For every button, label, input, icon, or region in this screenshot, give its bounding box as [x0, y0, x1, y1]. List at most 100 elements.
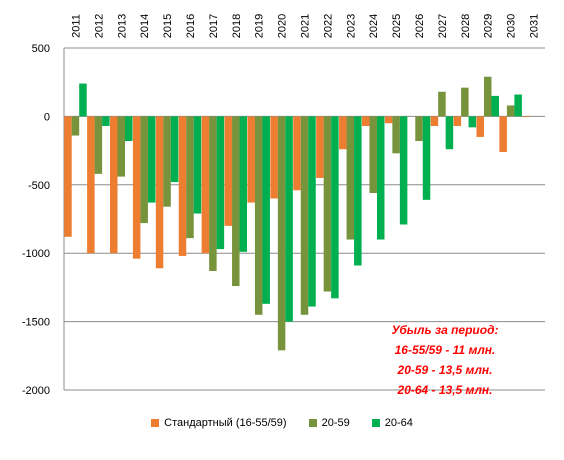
- bar-2030-series-0: [499, 116, 507, 152]
- bar-2019-series-1: [254, 116, 263, 315]
- bar-2030-series-1: [506, 105, 515, 117]
- bar-2014-series-1: [140, 116, 148, 224]
- bar-2027-series-0: [430, 116, 439, 126]
- annotation-title: Убыль за период:: [391, 323, 499, 337]
- x-tick-label: 2024: [368, 14, 380, 38]
- annotation: Убыль за период: 16-55/59 - 11 млн. 20-5…: [370, 320, 520, 400]
- x-tick-label: 2016: [185, 14, 197, 38]
- bar-2012-series-2: [102, 116, 110, 126]
- x-tick-label: 2014: [139, 14, 151, 38]
- bar-2025-series-0: [384, 116, 393, 124]
- x-tick-label: 2012: [93, 14, 105, 38]
- bar-2019-series-2: [262, 116, 270, 304]
- x-tick-label: 2015: [162, 14, 174, 38]
- bar-2022-series-2: [331, 116, 339, 299]
- bar-2031-series-0: [522, 116, 530, 118]
- bar-2015-series-1: [163, 116, 171, 207]
- y-tick-label: -2000: [22, 385, 50, 397]
- annotation-line-2: 20-59 - 13,5 млн.: [397, 363, 493, 377]
- y-tick-label: 500: [32, 43, 50, 55]
- y-tick-label: -1000: [22, 248, 50, 260]
- legend-label-standard: Стандартный (16-55/59): [164, 417, 287, 429]
- bar-2028-series-0: [453, 116, 462, 126]
- bar-2029-series-1: [483, 76, 492, 117]
- bar-2025-series-1: [392, 116, 400, 154]
- legend: Стандартный (16-55/59) 20-59 20-64: [0, 413, 564, 433]
- bar-2012-series-0: [87, 116, 95, 254]
- bar-2017-series-0: [201, 116, 210, 254]
- x-tick-label: 2011: [70, 14, 82, 38]
- x-tick-label: 2027: [437, 14, 449, 38]
- bar-2020-series-1: [277, 116, 286, 351]
- bar-2021-series-2: [308, 116, 316, 307]
- bar-2027-series-2: [445, 116, 454, 150]
- x-tick-label: 2030: [506, 14, 518, 38]
- bar-2028-series-1: [461, 87, 469, 117]
- bar-2022-series-1: [323, 116, 332, 292]
- x-tick-label: 2017: [208, 14, 220, 38]
- bar-2017-series-1: [209, 116, 217, 271]
- bar-2023-series-2: [354, 116, 362, 266]
- bar-2013-series-0: [110, 116, 118, 254]
- bar-2016-series-1: [186, 116, 194, 239]
- legend-item-standard: Стандартный (16-55/59): [151, 417, 287, 429]
- x-tick-label: 2026: [414, 14, 426, 38]
- bar-2018-series-0: [224, 116, 233, 226]
- bar-2023-series-0: [339, 116, 347, 150]
- bar-2024-series-1: [369, 116, 377, 194]
- bar-2018-series-2: [239, 116, 248, 252]
- bar-2015-series-0: [155, 116, 164, 269]
- x-tick-label: 2025: [391, 14, 403, 38]
- bar-2017-series-2: [216, 116, 225, 250]
- bar-2025-series-2: [399, 116, 408, 225]
- x-tick-label: 2031: [529, 14, 541, 38]
- bar-2021-series-1: [300, 116, 309, 315]
- annotation-line-1: 16-55/59 - 11 млн.: [394, 343, 496, 357]
- x-tick-label: 2029: [483, 14, 495, 38]
- legend-swatch-20-59: [308, 419, 317, 427]
- bar-2011-series-0: [64, 116, 72, 237]
- y-tick-label: -500: [28, 180, 50, 192]
- bar-2019-series-0: [247, 116, 255, 203]
- bar-2011-series-1: [71, 116, 80, 136]
- bar-2016-series-0: [178, 116, 187, 256]
- bar-2012-series-1: [94, 116, 103, 174]
- bar-2015-series-2: [170, 116, 179, 183]
- x-tick-label: 2020: [277, 14, 289, 38]
- bar-2011-series-2: [79, 83, 87, 117]
- bar-2013-series-2: [125, 116, 133, 142]
- legend-label-20-64: 20-64: [384, 417, 413, 429]
- bar-2026-series-2: [422, 116, 431, 200]
- x-tick-label: 2021: [300, 14, 312, 38]
- legend-swatch-20-64: [371, 419, 380, 427]
- bar-2020-series-2: [285, 116, 293, 322]
- bar-2023-series-1: [346, 116, 355, 240]
- bar-2013-series-1: [117, 116, 126, 177]
- bar-2029-series-0: [476, 116, 484, 137]
- bar-2024-series-0: [361, 116, 370, 126]
- x-tick-label: 2018: [231, 14, 243, 38]
- bar-2014-series-0: [132, 116, 141, 259]
- bar-2018-series-1: [232, 116, 240, 287]
- bar-2021-series-0: [293, 116, 301, 191]
- legend-swatch-standard: [151, 419, 160, 427]
- y-tick-label: -1500: [22, 317, 50, 329]
- bar-2016-series-2: [193, 116, 202, 214]
- bar-2029-series-2: [491, 95, 499, 117]
- bar-2028-series-2: [468, 116, 477, 128]
- y-tick-label: 0: [44, 111, 50, 123]
- bar-2014-series-2: [147, 116, 156, 203]
- bar-2022-series-0: [316, 116, 324, 178]
- bar-2024-series-2: [376, 116, 385, 240]
- bar-2020-series-0: [270, 116, 278, 199]
- legend-item-20-64: 20-64: [371, 417, 413, 429]
- x-tick-label: 2022: [322, 14, 334, 38]
- x-tick-label: 2028: [460, 14, 472, 38]
- bar-2030-series-2: [514, 94, 522, 117]
- bar-2026-series-1: [415, 116, 423, 142]
- x-tick-label: 2013: [116, 14, 128, 38]
- x-tick-label: 2023: [345, 14, 357, 38]
- bar-2027-series-1: [438, 91, 446, 117]
- legend-item-20-59: 20-59: [308, 417, 350, 429]
